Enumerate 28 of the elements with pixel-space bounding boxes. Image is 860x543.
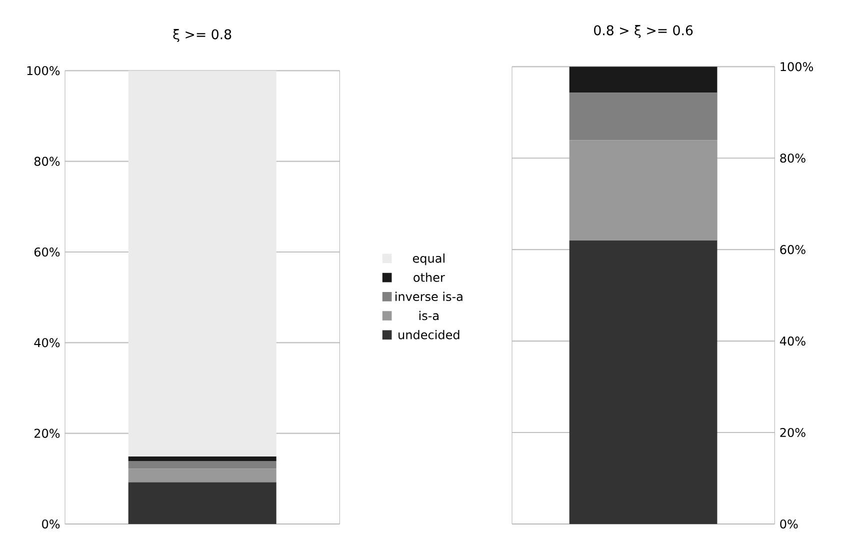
legend-label: equal	[412, 254, 444, 266]
chart-title: 0.8 > ξ >= 0.6	[594, 25, 693, 38]
y-tick-label: 40%	[34, 338, 60, 348]
y-tick-label: 0%	[780, 520, 798, 529]
y-tick-label: 60%	[34, 248, 60, 257]
bar	[128, 456, 276, 462]
y-tick-label: 100%	[780, 62, 814, 72]
y-tick-label: 20%	[780, 428, 806, 438]
bar	[128, 461, 276, 469]
legend-label: is-a	[419, 311, 438, 320]
y-tick-label: 80%	[34, 156, 60, 166]
y-tick-label: 60%	[780, 245, 806, 254]
bar	[128, 482, 276, 524]
y-tick-label: 100%	[27, 66, 60, 76]
legend-label: undecided	[398, 330, 460, 340]
bar	[569, 92, 718, 140]
y-tick-label: 0%	[42, 520, 60, 529]
legend-label: other	[414, 272, 445, 282]
y-tick-label: 80%	[780, 154, 806, 163]
bar	[569, 140, 718, 241]
y-tick-label: 20%	[34, 428, 60, 438]
y-tick-label: 40%	[780, 336, 806, 346]
bar	[128, 70, 276, 457]
bar	[128, 468, 276, 482]
bar	[569, 240, 718, 524]
legend-label: inverse is-a	[396, 292, 462, 302]
bar	[569, 66, 718, 93]
chart-title: ξ >= 0.8	[173, 29, 232, 42]
